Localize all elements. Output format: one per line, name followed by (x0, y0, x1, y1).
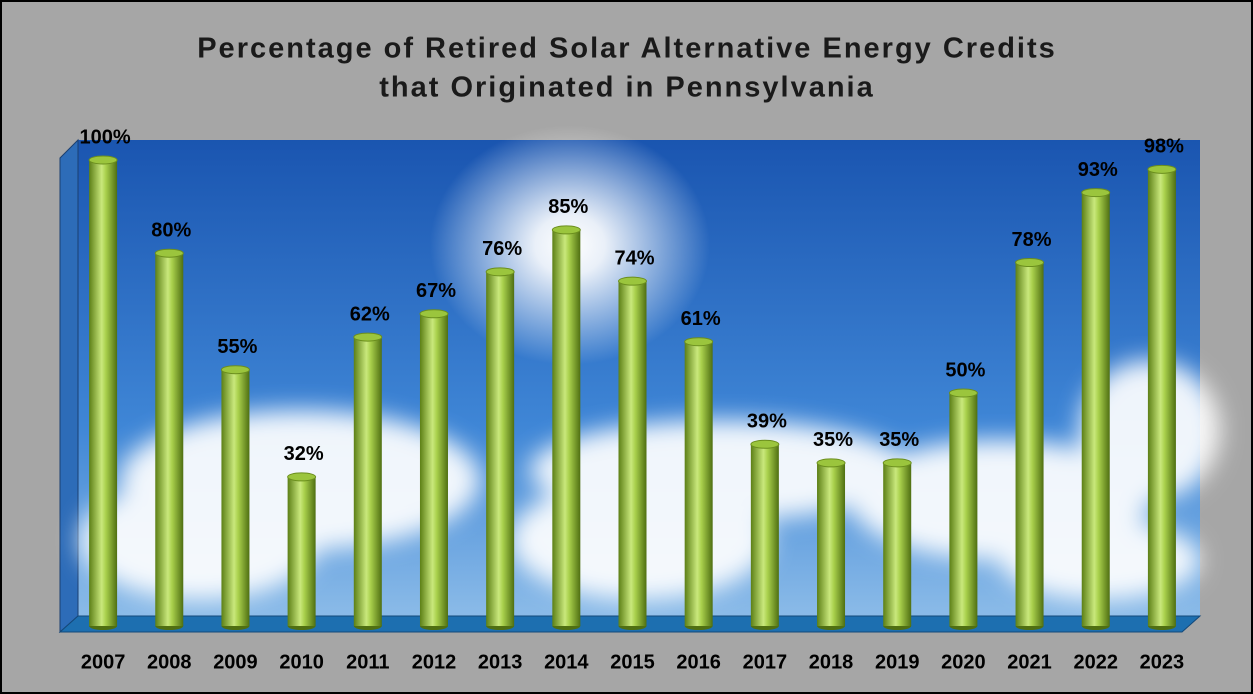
x-tick-label: 2014 (544, 651, 589, 673)
x-tick-label: 2019 (875, 651, 920, 673)
data-label: 35% (879, 429, 919, 451)
bar-cap (551, 225, 581, 235)
bar (287, 476, 316, 626)
bar (353, 337, 382, 626)
x-tick-label: 2023 (1140, 651, 1185, 673)
bar (949, 393, 978, 626)
data-label: 80% (151, 219, 191, 241)
data-label: 76% (482, 238, 522, 260)
bar-cap (353, 332, 383, 342)
data-label: 35% (813, 429, 853, 451)
bar (155, 253, 184, 626)
x-tick-label: 2010 (279, 651, 324, 673)
bar-cap (816, 458, 846, 468)
bar-cap (154, 248, 184, 258)
bar (89, 160, 118, 626)
bar-cap (684, 337, 714, 347)
chart-title: Percentage of Retired Solar Alternative … (197, 33, 1057, 65)
x-tick-label: 2017 (743, 651, 788, 673)
bar (817, 462, 846, 626)
bar-cap (1015, 258, 1045, 268)
data-label: 67% (416, 280, 456, 302)
bar-cap (1081, 188, 1111, 198)
bar (552, 229, 581, 626)
data-label: 74% (614, 247, 654, 269)
bar-cap (882, 458, 912, 468)
bar (221, 369, 250, 626)
bar (750, 444, 779, 626)
x-tick-label: 2008 (147, 651, 192, 673)
bar (1081, 192, 1110, 626)
data-label: 98% (1144, 136, 1184, 158)
bar-cap (287, 472, 317, 482)
bar-cap (419, 309, 449, 319)
chart-title: that Originated in Pennsylvania (379, 72, 875, 104)
bar (883, 462, 912, 626)
x-tick-label: 2015 (610, 651, 655, 673)
data-label: 62% (350, 303, 390, 325)
x-tick-label: 2011 (346, 651, 389, 673)
data-label: 93% (1078, 159, 1118, 181)
x-tick-label: 2016 (676, 651, 721, 673)
x-tick-label: 2022 (1073, 651, 1118, 673)
bar-cap (1147, 164, 1177, 174)
bar-cap (618, 276, 647, 286)
data-label: 39% (747, 411, 787, 433)
bar (684, 341, 713, 626)
bar-cap (948, 388, 978, 398)
x-tick-label: 2020 (941, 651, 986, 673)
x-tick-label: 2007 (81, 651, 126, 673)
x-tick-label: 2018 (809, 651, 854, 673)
x-tick-label: 2009 (213, 651, 258, 673)
bar-cap (750, 439, 780, 449)
x-tick-label: 2021 (1007, 651, 1052, 673)
bar-cap (220, 365, 250, 375)
x-tick-label: 2012 (412, 651, 457, 673)
data-label: 78% (1012, 229, 1052, 251)
data-label: 61% (681, 308, 721, 330)
bars (88, 155, 1177, 630)
bar (419, 313, 448, 626)
bar (618, 281, 647, 626)
bar-cap (485, 267, 515, 277)
bar (1015, 262, 1044, 626)
data-label: 55% (217, 336, 257, 358)
side-wall (59, 138, 79, 634)
data-label: 85% (548, 196, 588, 218)
bar-cap (88, 155, 118, 165)
bar (1147, 169, 1176, 626)
data-label: 50% (945, 359, 985, 381)
data-label: 32% (284, 443, 324, 465)
x-tick-label: 2013 (478, 651, 523, 673)
data-label: 100% (80, 126, 131, 148)
bar (486, 271, 515, 626)
